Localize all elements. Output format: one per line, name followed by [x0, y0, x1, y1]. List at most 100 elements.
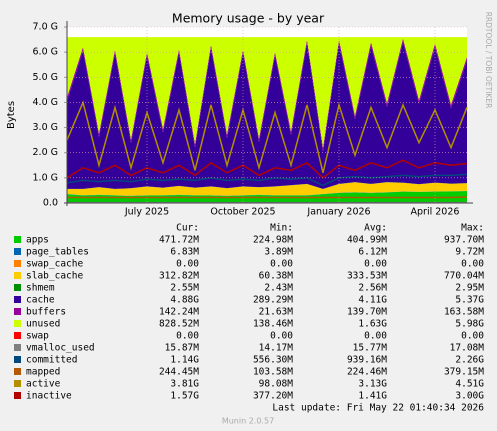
- y-tick-label: 7.0 G: [33, 22, 59, 33]
- legend-label: mapped: [26, 367, 60, 378]
- legend-stat: 2.55M: [170, 283, 199, 294]
- legend-stat: 15.77M: [353, 343, 388, 354]
- legend-swatch: [14, 248, 21, 255]
- legend-label: slab_cache: [26, 271, 83, 282]
- legend-label: shmem: [26, 283, 55, 294]
- x-tick-label: October 2025: [210, 207, 275, 218]
- legend-stat: 0.00: [270, 331, 293, 342]
- legend-stat: 2.43M: [264, 283, 293, 294]
- stat-header: Cur:: [176, 223, 199, 234]
- legend-stat: 15.87M: [165, 343, 200, 354]
- legend-stat: 163.58M: [444, 307, 484, 318]
- legend-stat: 103.58M: [253, 367, 293, 378]
- legend-stat: 2.56M: [358, 283, 387, 294]
- legend-stat: 379.15M: [444, 367, 484, 378]
- legend-stat: 0.00: [270, 259, 293, 270]
- legend-stat: 289.29M: [253, 295, 293, 306]
- side-label: RRDTOOL / TOBI OETIKER: [484, 12, 493, 109]
- legend-stat: 0.00: [176, 331, 199, 342]
- legend-stat: 770.04M: [444, 271, 484, 282]
- legend-stat: 6.83M: [170, 247, 199, 258]
- y-tick-label: 0.0: [43, 198, 58, 209]
- legend-stat: 3.81G: [170, 379, 199, 390]
- legend-stat: 3.00G: [455, 391, 484, 402]
- legend-stat: 556.30M: [253, 355, 293, 366]
- x-tick-label: July 2025: [124, 207, 169, 218]
- legend-stat: 4.88G: [170, 295, 199, 306]
- line-active: [66, 100, 468, 174]
- legend-stat: 244.45M: [159, 367, 199, 378]
- stat-header: Avg:: [364, 223, 387, 234]
- legend-swatch: [14, 320, 21, 327]
- legend-stat: 0.00: [461, 259, 484, 270]
- legend-stat: 138.46M: [253, 319, 293, 330]
- area-cache: [67, 41, 467, 189]
- legend-stat: 98.08M: [259, 379, 294, 390]
- y-tick-label: 1.0 G: [33, 172, 59, 183]
- legend-swatch: [14, 272, 21, 279]
- legend-stat: 6.12M: [358, 247, 387, 258]
- y-tick-label: 4.0 G: [33, 97, 59, 108]
- legend-stat: 3.13G: [358, 379, 387, 390]
- legend-label: active: [26, 379, 61, 390]
- legend-stat: 312.82M: [159, 271, 199, 282]
- line-mapped: [67, 196, 468, 199]
- chart-title: Memory usage - by year: [172, 11, 325, 26]
- legend-swatch: [14, 356, 21, 363]
- y-tick-label: 2.0 G: [33, 147, 59, 158]
- legend-stat: 471.72M: [159, 235, 199, 246]
- legend-label: swap: [26, 331, 49, 342]
- legend-stat: 377.20M: [253, 391, 293, 402]
- x-tick-label: April 2026: [411, 207, 460, 218]
- legend-swatch: [14, 380, 21, 387]
- legend-label: apps: [26, 235, 49, 246]
- legend-stat: 333.53M: [347, 271, 387, 282]
- legend-label: inactive: [26, 391, 72, 402]
- legend-swatch: [14, 236, 21, 243]
- area-slab_cache: [67, 182, 467, 196]
- legend-swatch: [14, 344, 21, 351]
- version: Munin 2.0.57: [222, 417, 274, 426]
- legend-label: vmalloc_used: [26, 343, 95, 354]
- legend-stat: 21.63M: [259, 307, 294, 318]
- legend-stat: 4.51G: [455, 379, 484, 390]
- legend-swatch: [14, 296, 21, 303]
- legend-stat: 14.17M: [259, 343, 294, 354]
- legend-swatch: [14, 260, 21, 267]
- legend-label: page_tables: [26, 247, 89, 258]
- legend-stat: 0.00: [364, 259, 387, 270]
- legend-stat: 60.38M: [259, 271, 294, 282]
- legend-stat: 142.24M: [159, 307, 199, 318]
- legend-stat: 0.00: [461, 331, 484, 342]
- line-committed: [66, 173, 468, 187]
- area-shmem: [67, 182, 467, 189]
- legend-stat: 0.00: [176, 259, 199, 270]
- legend-stat: 9.72M: [455, 247, 484, 258]
- legend-label: buffers: [26, 307, 66, 318]
- y-tick-label: 6.0 G: [33, 47, 59, 58]
- legend-stat: 5.98G: [455, 319, 484, 330]
- y-tick-label: 5.0 G: [33, 72, 59, 83]
- legend-swatch: [14, 392, 21, 399]
- legend-stat: 139.70M: [347, 307, 387, 318]
- legend-label: cache: [26, 295, 55, 306]
- legend-stat: 5.37G: [455, 295, 484, 306]
- stat-header: Min:: [270, 223, 293, 234]
- legend-stat: 1.41G: [358, 391, 387, 402]
- legend-swatch: [14, 308, 21, 315]
- line-inactive: [66, 159, 468, 179]
- legend-stat: 937.70M: [444, 235, 484, 246]
- legend-swatch: [14, 332, 21, 339]
- legend-stat: 1.57G: [170, 391, 199, 402]
- y-tick-label: 3.0 G: [33, 122, 59, 133]
- x-tick-label: January 2026: [306, 207, 370, 218]
- legend-stat: 224.46M: [347, 367, 387, 378]
- legend-stat: 224.98M: [253, 235, 293, 246]
- legend-stat: 2.95M: [455, 283, 484, 294]
- legend-label: committed: [26, 355, 77, 366]
- legend-swatch: [14, 368, 21, 375]
- legend-label: swap_cache: [26, 259, 83, 270]
- area-unused: [67, 37, 467, 148]
- legend-label: unused: [26, 319, 60, 330]
- legend-stat: 17.08M: [450, 343, 485, 354]
